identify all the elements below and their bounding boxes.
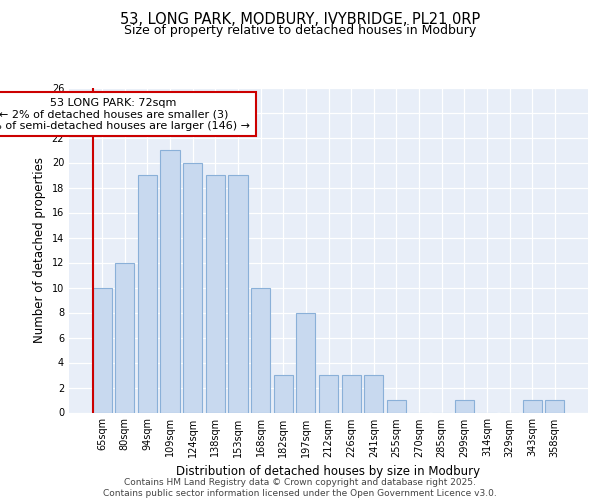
Bar [229, 175, 248, 412]
Text: Size of property relative to detached houses in Modbury: Size of property relative to detached ho… [124, 24, 476, 37]
X-axis label: Distribution of detached houses by size in Modbury: Distribution of detached houses by size … [176, 465, 481, 478]
Bar [341, 375, 361, 412]
Y-axis label: Number of detached properties: Number of detached properties [33, 157, 46, 343]
Bar [160, 150, 180, 412]
Bar [206, 175, 225, 412]
Bar [319, 375, 338, 412]
Bar [92, 288, 112, 412]
Bar [364, 375, 383, 412]
Bar [545, 400, 565, 412]
Bar [455, 400, 474, 412]
Bar [115, 262, 134, 412]
Bar [274, 375, 293, 412]
Bar [251, 288, 270, 412]
Bar [138, 175, 157, 412]
Text: Contains HM Land Registry data © Crown copyright and database right 2025.
Contai: Contains HM Land Registry data © Crown c… [103, 478, 497, 498]
Bar [387, 400, 406, 412]
Bar [296, 312, 316, 412]
Bar [183, 162, 202, 412]
Text: 53 LONG PARK: 72sqm
← 2% of detached houses are smaller (3)
98% of semi-detached: 53 LONG PARK: 72sqm ← 2% of detached hou… [0, 98, 250, 130]
Bar [523, 400, 542, 412]
Text: 53, LONG PARK, MODBURY, IVYBRIDGE, PL21 0RP: 53, LONG PARK, MODBURY, IVYBRIDGE, PL21 … [120, 12, 480, 28]
